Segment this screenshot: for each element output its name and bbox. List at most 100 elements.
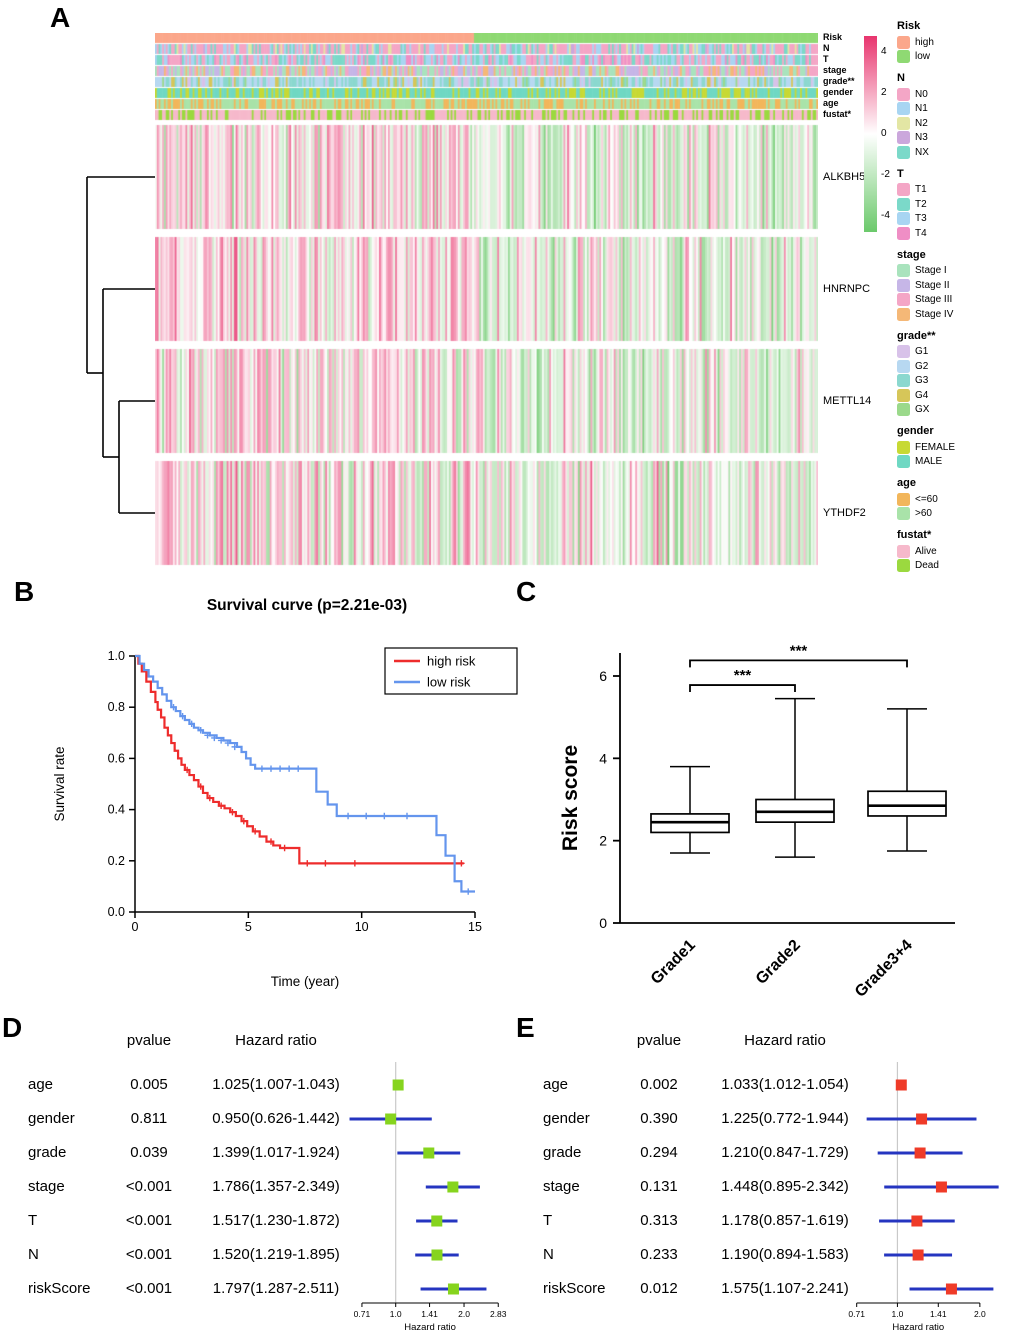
forest-row-label: grade	[28, 1144, 67, 1161]
censor-mark	[304, 860, 311, 867]
y-tick-label: 0.8	[108, 700, 125, 714]
legend-label: FEMALE	[915, 441, 956, 453]
forest-plot-multivariate: 0.71 1.0 1.41 2.0 Hazard ratio	[848, 1062, 999, 1333]
legend-entry: Stage IV	[897, 307, 1015, 322]
forest-row-hr: 1.517(1.230-1.872)	[212, 1212, 340, 1229]
x-tick-label: 2.83	[490, 1309, 507, 1319]
censor-mark	[204, 732, 211, 739]
x-tick-label: 1.41	[421, 1309, 438, 1319]
forest-row-pvalue: 0.131	[640, 1178, 678, 1195]
hr-marker-gender	[916, 1113, 928, 1125]
legend-title: fustat*	[897, 529, 932, 541]
hazard-ratio-header-multivariate: Hazard ratio	[744, 1032, 826, 1049]
legend-title: N	[897, 72, 905, 84]
legend-title: grade**	[897, 329, 936, 342]
forest-row-pvalue: 0.390	[640, 1110, 678, 1127]
censor-mark	[188, 720, 195, 728]
x-tick-label: 1.0	[892, 1309, 904, 1319]
x-tick-label: 5	[245, 920, 252, 934]
legend-title: Risk	[897, 20, 921, 32]
legend-swatch	[897, 559, 910, 573]
legend-label: <=60	[915, 493, 938, 505]
y-tick-label: 0.0	[108, 905, 125, 919]
pvalue-header-univariate: pvalue	[126, 1032, 172, 1049]
censor-mark	[285, 765, 293, 772]
legend-swatch	[897, 455, 910, 469]
censor-mark	[183, 766, 191, 774]
x-tick-label: 0.71	[354, 1309, 371, 1319]
legend-label: Alive	[915, 545, 937, 557]
track-label-fustat*: fustat*	[823, 109, 852, 119]
legend-label: N0	[915, 88, 928, 100]
censor-mark	[276, 765, 284, 772]
legend-group-gender: gender FEMALE MALE	[897, 425, 1015, 469]
forest-row-label: age	[28, 1076, 54, 1093]
hr-marker-N	[912, 1249, 924, 1261]
legend-label: N2	[915, 117, 928, 129]
censor-mark	[251, 828, 259, 835]
forest-row-pvalue: <0.001	[125, 1280, 173, 1297]
censor-mark	[465, 888, 472, 895]
legend-entry: N0	[897, 87, 1015, 102]
legend-entry: NX	[897, 145, 1015, 160]
forest-row-label: riskScore	[28, 1280, 91, 1297]
forest-row-hr: 1.399(1.017-1.924)	[212, 1144, 340, 1161]
legend-label: Stage III	[915, 294, 953, 306]
censor-mark	[403, 812, 411, 820]
colorbar-tick-0: 0	[881, 128, 887, 139]
gene-labels: ALKBH5 HNRNPC METTL14 YTHDF2	[823, 33, 883, 570]
hazard-ratio-header-univariate: Hazard ratio	[235, 1032, 317, 1049]
track-label-T: T	[823, 54, 829, 64]
censor-mark	[170, 704, 177, 711]
survival-curve-high-risk	[135, 654, 464, 865]
censor-mark	[240, 817, 247, 825]
legend-title: T	[897, 167, 904, 180]
legend-label: Dead	[915, 560, 939, 572]
heatmap-canvas	[155, 33, 818, 570]
legend-entry: MALE	[897, 455, 1015, 470]
legend-swatch	[897, 403, 910, 417]
sig-stars: ***	[734, 667, 752, 684]
forest-row-pvalue: 0.811	[130, 1110, 168, 1127]
legend-title: stage	[897, 248, 926, 261]
legend-swatch	[897, 212, 910, 226]
hazard-ratio-axis-label: Hazard ratio	[892, 1322, 944, 1333]
hr-marker-stage	[935, 1181, 947, 1193]
legend-swatch	[897, 293, 910, 307]
x-tick-label: 0	[132, 920, 139, 934]
forest-row-hr: 1.575(1.107-2.241)	[721, 1280, 849, 1297]
legend-entry: N3	[897, 131, 1015, 146]
censor-mark	[295, 765, 302, 772]
legend-label: T4	[915, 227, 927, 239]
legend-swatch	[897, 264, 910, 278]
panel-label-e: E	[516, 1012, 535, 1043]
legend-entry: FEMALE	[897, 440, 1015, 455]
legend-entry: Alive	[897, 544, 1015, 559]
track-label-gender: gender	[823, 87, 854, 97]
y-tick-label: 0.6	[108, 751, 125, 765]
legend-label: MALE	[915, 456, 943, 468]
legend-entry: N1	[897, 102, 1015, 117]
forest-row-hr: 1.225(0.772-1.944)	[721, 1110, 849, 1127]
forest-row-label: stage	[543, 1178, 580, 1195]
legend-label: N3	[915, 132, 928, 144]
censor-mark	[322, 860, 329, 867]
legend-label: Stage IV	[915, 308, 954, 320]
censor-mark	[197, 783, 204, 790]
forest-row-label: stage	[28, 1178, 65, 1195]
censor-mark	[179, 712, 186, 720]
panel-label-d: D	[2, 1012, 23, 1043]
legend-title: age	[897, 477, 916, 489]
legend-entry: Stage III	[897, 293, 1015, 308]
forest-row-label: T	[543, 1212, 553, 1229]
forest-row-label: N	[28, 1246, 39, 1263]
track-label-N: N	[823, 43, 830, 53]
legend-label: G2	[915, 360, 929, 372]
boxplot: Risk score 0 2 4 6 Grade1 Grade2 Grade3+4 *** **…	[559, 642, 955, 1001]
x-tick-label: 2.0	[458, 1309, 470, 1319]
legend-entry: N2	[897, 116, 1015, 131]
track-label-grade**: grade**	[823, 76, 855, 86]
hr-marker-T	[911, 1215, 923, 1227]
legend-entry: Stage I	[897, 264, 1015, 279]
